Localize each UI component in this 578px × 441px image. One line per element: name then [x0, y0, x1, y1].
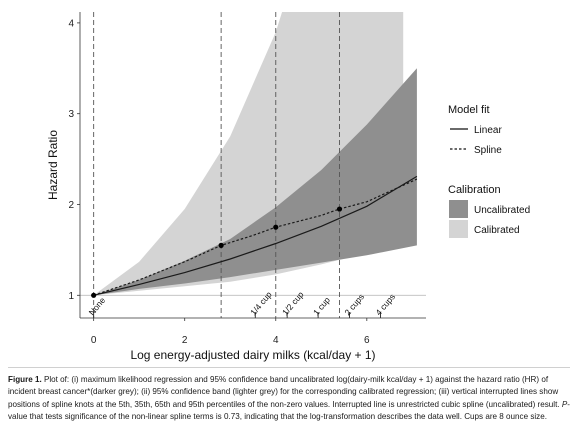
y-tick-label-4: 4 [68, 18, 74, 29]
caption-divider [8, 367, 570, 368]
legend-calibrated-label: Calibrated [474, 225, 520, 236]
y-axis-label: Hazard Ratio [46, 130, 60, 200]
hazard-ratio-chart: None 1/4 cup 1/2 cup 1 cup 2 cups 4 cups 1 2 3 4… [46, 12, 530, 362]
knot-marker-2 [273, 224, 279, 230]
legend-spline-label: Spline [474, 145, 502, 156]
legend-uncalibrated-label: Uncalibrated [474, 205, 530, 216]
band-uncalibrated [93, 68, 417, 296]
legend-uncalibrated-swatch [449, 200, 468, 218]
spline-knot-markers [91, 206, 343, 298]
legend-fit-title: Model fit [448, 104, 490, 116]
regression-lines [93, 175, 418, 296]
knot-marker-3 [336, 206, 343, 212]
caption-text-2: -value that tests significance of the no… [8, 399, 570, 422]
knot-marker-0 [91, 292, 97, 298]
legend: Model fit Linear Spline Calibration Unca… [448, 104, 530, 238]
spline-knot-lines [93, 12, 340, 318]
y-tick-label-2: 2 [68, 200, 74, 211]
y-axis-ticks: 1 2 3 4 [68, 18, 80, 302]
x-tick-label-0: 0 [91, 335, 97, 346]
caption-p-symbol: P [561, 399, 568, 409]
y-tick-label-3: 3 [68, 109, 74, 120]
knot-marker-1 [218, 242, 224, 248]
x-tick-label-2: 2 [182, 335, 188, 346]
legend-calibrated-swatch [449, 220, 468, 238]
caption-label: Figure 1. [8, 375, 42, 384]
series-linear-line [93, 175, 418, 296]
series-spline-line [93, 178, 418, 296]
legend-calibration-title: Calibration [448, 184, 501, 196]
axes: 1 2 3 4 0 2 4 6 Log energy-adjusted dairy milk… [46, 12, 426, 362]
caption-text-1: Plot of: (i) maximum likelihood regressi… [8, 375, 562, 409]
y-tick-label-1: 1 [68, 291, 74, 302]
x-axis-label: Log energy-adjusted dairy milks (kcal/da… [130, 348, 375, 362]
x-tick-label-6: 6 [364, 335, 370, 346]
legend-linear-label: Linear [474, 125, 502, 136]
x-tick-label-4: 4 [273, 335, 279, 346]
plot-area: None 1/4 cup 1/2 cup 1 cup 2 cups 4 cups [80, 12, 426, 318]
figure-caption: Figure 1. Plot of: (i) maximum likelihoo… [8, 374, 570, 424]
x-axis-ticks: 0 2 4 6 [91, 318, 370, 346]
